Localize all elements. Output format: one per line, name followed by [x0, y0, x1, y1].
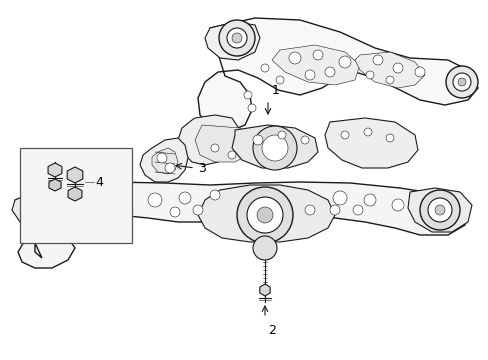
Polygon shape	[178, 115, 240, 165]
Ellipse shape	[257, 207, 272, 223]
Ellipse shape	[227, 151, 236, 159]
Ellipse shape	[262, 135, 287, 161]
Ellipse shape	[427, 198, 451, 222]
Polygon shape	[231, 125, 317, 168]
Ellipse shape	[120, 197, 130, 207]
Ellipse shape	[209, 190, 220, 200]
Ellipse shape	[288, 52, 301, 64]
Ellipse shape	[26, 188, 70, 232]
Polygon shape	[67, 167, 82, 183]
Ellipse shape	[244, 91, 251, 99]
Ellipse shape	[42, 204, 54, 216]
Ellipse shape	[312, 50, 323, 60]
Ellipse shape	[332, 191, 346, 205]
Ellipse shape	[365, 71, 373, 79]
Ellipse shape	[278, 131, 285, 139]
Ellipse shape	[252, 236, 276, 260]
Ellipse shape	[445, 66, 477, 98]
Polygon shape	[204, 22, 260, 60]
Ellipse shape	[363, 194, 375, 206]
Ellipse shape	[157, 153, 167, 163]
Ellipse shape	[261, 64, 268, 72]
Text: 2: 2	[267, 324, 275, 337]
Ellipse shape	[252, 135, 263, 145]
Ellipse shape	[164, 163, 175, 173]
Ellipse shape	[305, 70, 314, 80]
Polygon shape	[325, 118, 417, 168]
Bar	[20, 148, 132, 243]
Ellipse shape	[391, 199, 403, 211]
Polygon shape	[195, 125, 251, 162]
Polygon shape	[48, 163, 62, 177]
Ellipse shape	[414, 67, 424, 77]
Ellipse shape	[210, 144, 219, 152]
Ellipse shape	[338, 56, 350, 68]
Ellipse shape	[372, 55, 382, 65]
Ellipse shape	[247, 104, 256, 112]
Ellipse shape	[325, 67, 334, 77]
Ellipse shape	[252, 126, 296, 170]
Ellipse shape	[226, 28, 246, 48]
Text: 3: 3	[198, 162, 205, 175]
Ellipse shape	[340, 131, 348, 139]
Ellipse shape	[35, 197, 61, 223]
Polygon shape	[407, 188, 471, 232]
Ellipse shape	[305, 205, 314, 215]
Polygon shape	[140, 138, 187, 182]
Ellipse shape	[301, 136, 308, 144]
Polygon shape	[271, 45, 359, 85]
Ellipse shape	[148, 193, 162, 207]
Ellipse shape	[434, 205, 444, 215]
Ellipse shape	[170, 207, 180, 217]
Polygon shape	[49, 179, 61, 191]
Ellipse shape	[193, 205, 203, 215]
Ellipse shape	[231, 33, 242, 43]
Ellipse shape	[90, 213, 100, 223]
Ellipse shape	[219, 20, 254, 56]
Ellipse shape	[419, 190, 459, 230]
Ellipse shape	[385, 76, 393, 84]
Polygon shape	[12, 188, 85, 232]
Ellipse shape	[452, 73, 470, 91]
Ellipse shape	[352, 205, 362, 215]
Ellipse shape	[329, 205, 339, 215]
Ellipse shape	[179, 192, 191, 204]
Ellipse shape	[237, 187, 292, 243]
Ellipse shape	[246, 197, 283, 233]
Polygon shape	[68, 187, 82, 201]
Text: 1: 1	[271, 84, 279, 97]
Text: 4: 4	[95, 176, 102, 189]
Polygon shape	[152, 148, 178, 174]
Polygon shape	[198, 18, 477, 132]
Ellipse shape	[392, 63, 402, 73]
Ellipse shape	[113, 215, 123, 225]
Ellipse shape	[95, 200, 105, 210]
Polygon shape	[354, 52, 424, 88]
Ellipse shape	[385, 134, 393, 142]
Polygon shape	[198, 185, 334, 242]
Ellipse shape	[275, 76, 284, 84]
Polygon shape	[259, 284, 270, 296]
Ellipse shape	[363, 128, 371, 136]
Ellipse shape	[457, 78, 465, 86]
Polygon shape	[15, 182, 467, 268]
